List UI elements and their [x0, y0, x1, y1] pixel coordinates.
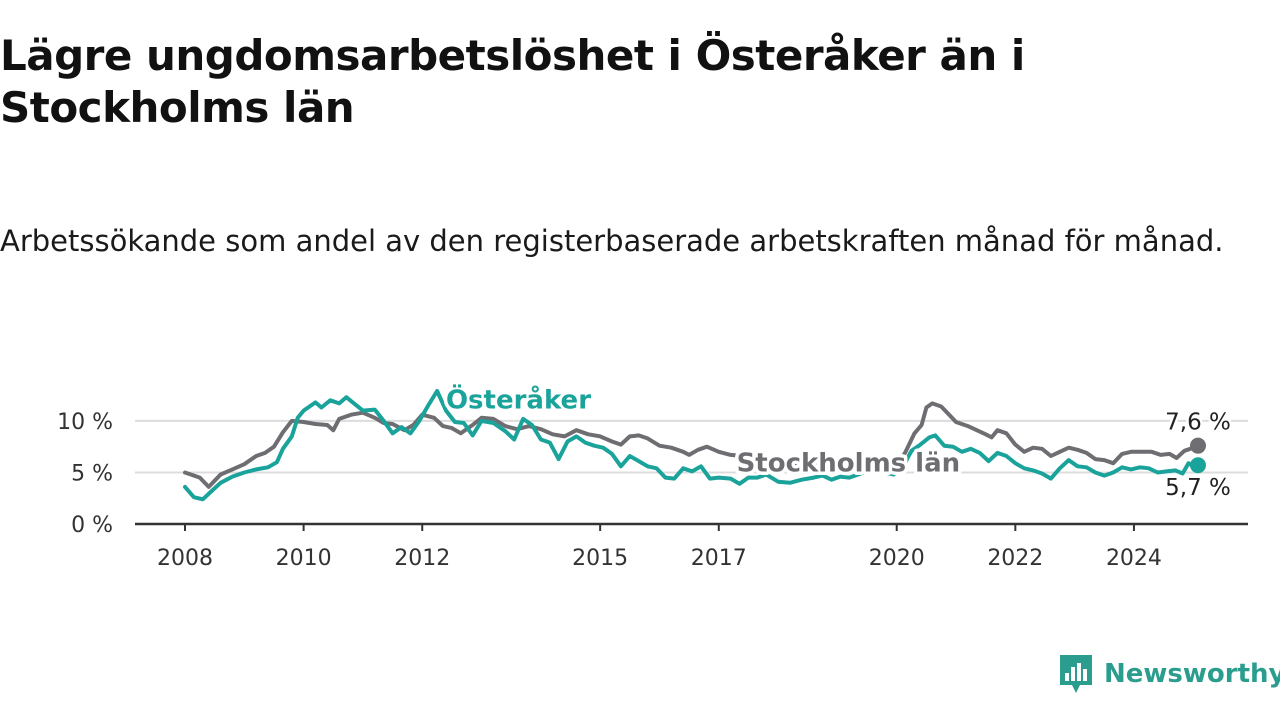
y-tick-label: 0 %: [71, 513, 113, 538]
x-tick-label: 2024: [1106, 546, 1162, 571]
line-chart: 0 % 5 % 10 % 2008 2010 2012 2015 2017 2020 2022 20…: [57, 382, 1248, 571]
x-tick-label: 2008: [157, 546, 213, 571]
y-tick-label: 10 %: [57, 410, 113, 435]
series-label-osteraker: Österåker: [446, 383, 591, 416]
series-label-stockholms-lan: Stockholms län: [737, 448, 961, 478]
x-tick-label: 2015: [572, 546, 628, 571]
series-line-osteraker: [183, 389, 1200, 502]
x-tick-label: 2012: [394, 546, 450, 571]
x-tick-label: 2010: [276, 546, 332, 571]
end-label-stockholms-lan: 7,6 %: [1165, 410, 1231, 436]
chart-title: Lägre ungdomsarbetslöshet i Österåker än…: [0, 31, 1025, 132]
y-tick-label: 5 %: [71, 461, 113, 486]
bar-chart-logo-icon: [1060, 655, 1092, 693]
brand-logo[interactable]: Newsworthy: [1058, 652, 1280, 696]
x-tick-label: 2017: [691, 546, 747, 571]
end-point-stockholms-lan: [1190, 437, 1206, 454]
end-point-osteraker: [1190, 457, 1206, 474]
end-label-osteraker: 5,7 %: [1165, 475, 1231, 501]
brand-name: Newsworthy: [1104, 659, 1280, 689]
series-line-stockholms-lan: [183, 401, 1200, 489]
chart-subtitle: Arbetssökande som andel av den registerb…: [0, 224, 1224, 258]
x-tick-label: 2022: [987, 546, 1043, 571]
x-tick-label: 2020: [869, 546, 925, 571]
